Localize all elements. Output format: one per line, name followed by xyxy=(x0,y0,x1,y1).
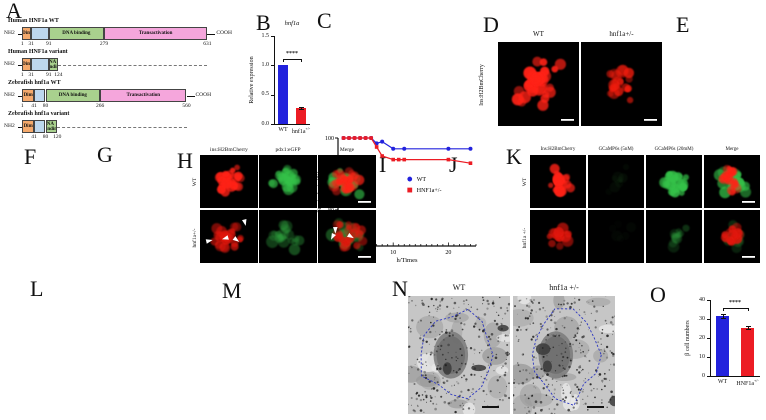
panel-k-row-wt-label: WT xyxy=(522,177,528,187)
micrograph-h-wt-merge xyxy=(318,155,376,208)
panel-o-letter: O xyxy=(650,282,666,307)
panel-h-row-wt-label: WT xyxy=(192,177,198,187)
svg-text:20: 20 xyxy=(445,250,451,256)
svg-text:h/Times: h/Times xyxy=(396,257,418,264)
micrograph-k-mut-merge xyxy=(704,210,760,263)
panel-d-mutant-label: hnf1a+/- xyxy=(609,30,634,38)
panel-b-letter: B xyxy=(256,10,271,35)
micrograph-k-wt-mcherry xyxy=(530,155,586,208)
panel-h-letter: H xyxy=(177,148,193,173)
panel-f-letter: F xyxy=(24,144,37,169)
beta-cell-numbers-chart: 0 10 20 30 40 β cell numbers WT HNF1a+/- **** xyxy=(685,296,760,387)
panel-h-row-mutant-label: hnf1a+/- xyxy=(192,228,198,248)
hnf1a-expression-chart: 0.0 0.5 1.0 1.5 Relative expression WT hnf1a+/… xyxy=(249,20,311,135)
svg-text:HNF1a+/-: HNF1a+/- xyxy=(417,188,442,194)
panel-k-header-mcherry: Ins:H2BmCherry xyxy=(540,147,576,152)
micrograph-k-mut-gcamp5 xyxy=(588,210,644,263)
panel-d-side-label: Ins:H2BmCherry xyxy=(479,64,485,106)
micrograph-h-wt-gfp xyxy=(259,155,317,208)
micrograph-k-wt-gcamp20 xyxy=(646,155,702,208)
micrograph-d-mutant xyxy=(581,42,662,126)
panel-k-header-merge: Merge xyxy=(725,147,739,152)
panel-i-letter: I xyxy=(379,152,387,177)
svg-text:100: 100 xyxy=(325,136,334,142)
micrograph-h-wt-mcherry xyxy=(200,155,258,208)
panel-d-wt-label: WT xyxy=(533,30,544,38)
micrograph-k-mut-gcamp20 xyxy=(646,210,702,263)
panel-k-letter: K xyxy=(506,144,522,169)
panel-m-letter: M xyxy=(222,278,242,303)
panel-g-letter: G xyxy=(97,142,113,167)
svg-text:10: 10 xyxy=(390,250,396,256)
micrograph-h-mut-mcherry xyxy=(200,210,258,263)
panel-j-letter: J xyxy=(449,152,458,177)
panel-h-header-gfp: pdx1:eGFP xyxy=(275,147,301,153)
panel-e-letter: E xyxy=(676,12,690,37)
panel-a-letter: A xyxy=(6,0,22,23)
micrograph-d-wt xyxy=(498,42,579,126)
micrograph-h-mut-merge xyxy=(318,210,376,263)
micrograph-k-wt-merge xyxy=(704,155,760,208)
micrograph-h-mut-gfp xyxy=(259,210,317,263)
panel-n-mutant-label: hnf1a +/- xyxy=(549,283,579,292)
panel-h-header-mcherry: ins:H2BmCherry xyxy=(210,147,248,153)
panel-k-row-mutant-label: hnf1a +/- xyxy=(522,227,528,249)
em-micrograph-mutant xyxy=(504,291,620,420)
svg-text:WT: WT xyxy=(417,177,427,183)
protein-domain-diagram: Human HNF1a WT COOH NH2 Dim DNA binding Trans… xyxy=(4,18,232,140)
panel-c-letter: C xyxy=(317,8,332,33)
panel-k-header-gcamp20: GCaMP6s (20mM) xyxy=(654,147,694,152)
micrograph-k-wt-gcamp5 xyxy=(588,155,644,208)
panel-k-header-gcamp5: GCaMP6s (5nM) xyxy=(598,147,634,152)
em-micrograph-wt xyxy=(400,295,517,417)
micrograph-k-mut-mcherry xyxy=(530,210,586,263)
panel-n-wt-label: WT xyxy=(452,283,466,292)
panel-d-letter: D xyxy=(483,12,499,37)
panel-l-letter: L xyxy=(30,276,44,301)
panel-n-letter: N xyxy=(392,276,408,301)
panel-h-header-merge: Merge xyxy=(339,147,355,153)
